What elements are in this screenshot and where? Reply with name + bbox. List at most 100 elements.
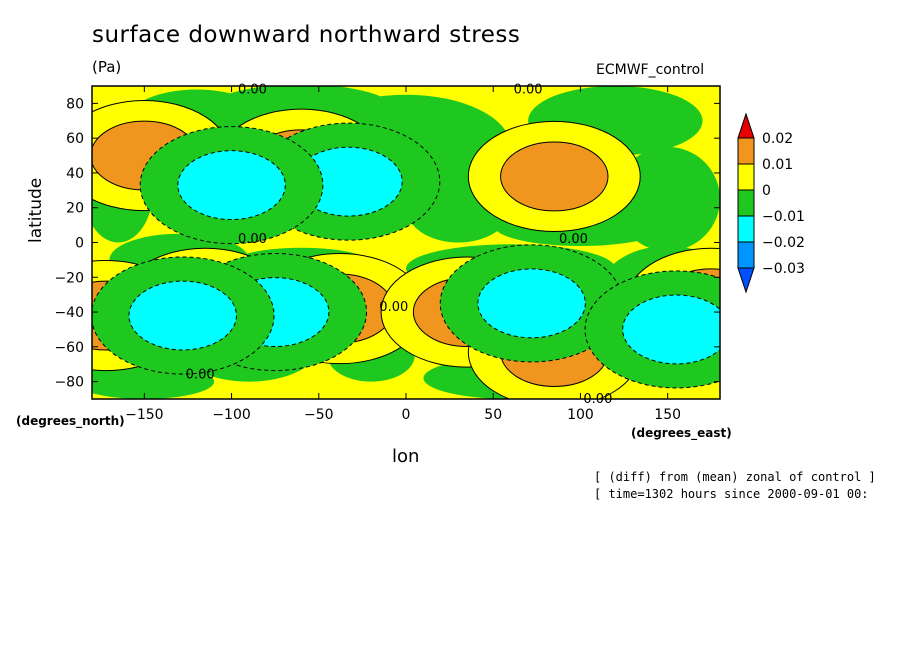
colorbar: 0.02 0.01 0 −0.01 −0.02 −0.03 [737,112,805,294]
y-tick-label: −60 [54,340,84,356]
note-time: [ time=1302 hours since 2000-09-01 00: [594,487,869,501]
x-tick-label: 0 [402,407,411,423]
weak-negative-region [222,247,380,290]
chart-units: (Pa) [92,58,122,76]
negative-stress-region [477,268,586,339]
colorbar-level-label: 0 [762,183,771,199]
positive-stress-region [500,317,609,387]
positive-stress-region [691,290,720,316]
negative-stress-region [584,270,720,389]
y-tick-label: 40 [66,166,84,182]
y-ticks: 80 60 40 20 0 −20 −40 −60 −80 [54,96,720,391]
positive-stress-region [624,247,720,359]
negative-stress-region [92,256,275,375]
positive-stress-region [92,99,231,212]
source-label: ECMWF_control [596,62,705,78]
weak-negative-region [126,89,267,153]
weak-negative-region [615,146,720,252]
negative-stress-region [294,146,403,217]
weak-negative-region [179,312,319,382]
negative-stress-region [177,150,286,221]
negative-stress-region [439,244,624,363]
colorbar-top-arrow [737,112,755,139]
colorbar-level-label: −0.02 [762,235,805,251]
x-tick-label: 100 [567,407,594,423]
colorbar-segment [737,137,755,165]
y-tick-label: −20 [54,270,84,286]
negative-stress-region [128,280,237,351]
plot-frame [91,85,721,400]
weak-negative-region [493,204,668,246]
negative-stress-region [622,294,720,365]
weak-negative-region [597,245,720,344]
y-axis-label: latitude [26,177,46,243]
positive-stress-region [412,277,522,347]
y-tick-label: 60 [66,131,84,147]
negative-stress-region [256,122,441,241]
colorbar-level-label: −0.03 [762,261,805,277]
contour-label: 0.00 [379,300,408,315]
plot-area [92,86,720,399]
contour-fill [92,86,720,399]
x-unit-label: (degrees_east) [631,426,732,440]
colorbar-segment [737,215,755,243]
positive-stress-region [92,280,161,351]
colorbar-bottom-arrow [737,267,755,294]
x-tick-label: 150 [654,407,681,423]
weak-negative-region [327,329,415,382]
positive-stress-region [380,256,554,368]
x-tick-label: −150 [125,407,163,423]
weak-negative-region [406,244,616,293]
plot-background [92,86,720,399]
positive-stress-region [214,108,388,220]
colorbar-segment [737,163,755,191]
contour-label: 0.00 [238,232,267,247]
positive-stress-region [151,268,260,339]
x-tick-label: 50 [484,407,502,423]
contour-label: 0.00 [186,368,215,383]
weak-negative-region [92,364,215,399]
colorbar-segment [737,241,755,269]
y-unit-label: (degrees_north) [16,414,125,428]
weak-negative-region [205,86,398,140]
x-axis-label: lon [392,446,420,467]
positive-stress-region [253,252,427,365]
x-tick-label: −100 [212,407,250,423]
contour-label: 0.00 [583,392,612,407]
positive-stress-region [285,273,394,344]
y-tick-label: 80 [66,96,84,112]
positive-stress-region [247,129,356,200]
weak-negative-region [109,233,249,286]
contour-labels: 0.00 0.00 0.00 0.00 0.00 0.00 0.00 [186,82,613,407]
positive-stress-region [92,259,193,372]
negative-stress-region [139,126,324,245]
colorbar-level-label: 0.02 [762,131,793,147]
positive-stress-region [118,247,292,359]
positive-stress-region [320,296,360,322]
positive-stress-region [657,268,720,339]
colorbar-level-label: 0.01 [762,157,793,173]
weak-negative-region [301,94,511,200]
y-tick-label: 0 [75,236,84,252]
contour-label: 0.00 [514,82,543,97]
y-tick-label: −80 [54,375,84,391]
positive-stress-region [467,120,641,233]
negative-stress-region [220,277,330,347]
x-tick-label: −50 [304,407,334,423]
contour-label: 0.00 [559,232,588,247]
weak-negative-region [528,86,703,156]
positive-stress-region [500,141,609,212]
chart-title: surface downward northward stress [92,22,521,48]
positive-stress-region [92,120,199,191]
y-tick-label: 20 [66,201,84,217]
y-tick-label: −40 [54,305,84,321]
weak-negative-region [92,138,154,243]
weak-negative-region [406,172,511,243]
weak-negative-region [423,357,598,399]
x-ticks: −150 −100 −50 0 50 100 150 [125,86,681,423]
colorbar-level-label: −0.01 [762,209,805,225]
note-diff: [ (diff) from (mean) zonal of control ] [594,470,876,484]
colorbar-segment [737,189,755,217]
contour-label: 0.00 [238,82,267,97]
